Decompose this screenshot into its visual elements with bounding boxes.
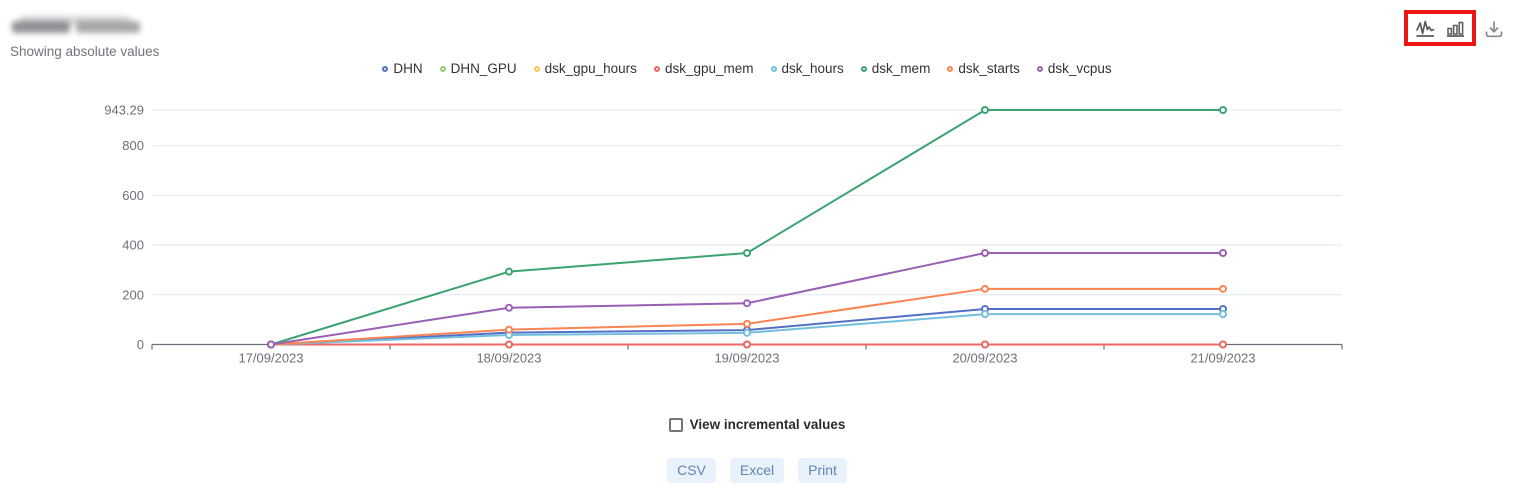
chart-toolbar	[1404, 10, 1505, 46]
legend-label: DHN_GPU	[450, 61, 517, 76]
data-point	[981, 284, 989, 293]
data-point	[981, 106, 989, 114]
svg-text:21/09/2023: 21/09/2023	[1190, 351, 1255, 366]
blur-blob	[12, 21, 70, 33]
legend-label: dsk_hours	[781, 61, 844, 76]
data-point	[981, 310, 989, 319]
data-point	[505, 340, 513, 349]
legend-marker-icon	[533, 65, 540, 72]
svg-text:400: 400	[122, 238, 144, 253]
excel-button[interactable]: Excel	[729, 458, 785, 483]
legend-item-dsk_starts[interactable]: dsk_starts	[947, 61, 1020, 76]
legend-marker-icon	[947, 65, 954, 72]
data-point	[981, 340, 989, 349]
legend-label: dsk_vcpus	[1047, 61, 1112, 76]
blur-blob	[20, 16, 130, 25]
bar-chart-icon	[1447, 21, 1464, 37]
legend-item-DHN_GPU[interactable]: DHN_GPU	[439, 61, 517, 76]
svg-text:19/09/2023: 19/09/2023	[714, 351, 779, 366]
svg-text:200: 200	[122, 287, 144, 302]
print-button[interactable]: Print	[798, 458, 847, 483]
legend-item-dsk_gpu_mem[interactable]: dsk_gpu_mem	[653, 61, 754, 76]
svg-text:18/09/2023: 18/09/2023	[476, 351, 541, 366]
legend-marker-icon	[1036, 65, 1043, 72]
subtitle: Showing absolute values	[10, 44, 160, 59]
data-point	[1219, 340, 1227, 349]
export-buttons: CSV Excel Print	[0, 458, 1514, 483]
svg-text:20/09/2023: 20/09/2023	[952, 351, 1017, 366]
data-point	[1219, 249, 1227, 258]
data-point	[743, 319, 751, 328]
legend-label: DHN	[393, 61, 423, 76]
series-dsk_mem	[267, 106, 1227, 349]
legend-item-dsk_gpu_hours[interactable]: dsk_gpu_hours	[533, 61, 637, 76]
data-point	[505, 325, 513, 334]
bar-chart-toggle-button[interactable]	[1446, 19, 1465, 38]
series-dsk_gpu_mem	[267, 340, 1227, 349]
data-point	[1219, 106, 1227, 114]
data-point	[743, 340, 751, 349]
y-axis-labels: 0 200 400 600 800 943.29	[104, 103, 144, 353]
incremental-checkbox[interactable]	[668, 417, 683, 432]
data-point	[1219, 284, 1227, 293]
blur-blob	[76, 21, 140, 33]
legend-marker-icon	[653, 65, 660, 72]
line-chart-toggle-button[interactable]	[1415, 19, 1436, 38]
legend-label: dsk_gpu_mem	[664, 61, 754, 76]
gridlines	[152, 109, 1342, 296]
incremental-checkbox-label: View incremental values	[689, 417, 846, 432]
line-chart-icon	[1416, 20, 1435, 37]
data-point	[505, 267, 513, 276]
legend-marker-icon	[382, 65, 389, 72]
legend-item-dsk_mem[interactable]: dsk_mem	[860, 61, 931, 76]
data-point	[1219, 310, 1227, 319]
data-point	[743, 249, 751, 258]
svg-text:943.29: 943.29	[104, 103, 144, 118]
data-point	[505, 303, 513, 312]
data-point	[981, 249, 989, 258]
legend-label: dsk_mem	[871, 61, 931, 76]
legend: DHN DHN_GPU dsk_gpu_hours dsk_gpu_mem dsk_ho…	[0, 61, 1494, 76]
download-button[interactable]	[1483, 19, 1505, 41]
data-point	[743, 328, 751, 337]
annotation-highlight-box	[1404, 10, 1476, 46]
series-dsk_vcpus	[267, 249, 1227, 349]
legend-label: dsk_starts	[958, 61, 1020, 76]
legend-marker-icon	[770, 65, 777, 72]
svg-text:600: 600	[122, 188, 144, 203]
download-icon	[1485, 21, 1503, 38]
svg-text:0: 0	[137, 337, 144, 352]
svg-text:800: 800	[122, 138, 144, 153]
x-axis-labels: 17/09/2023 18/09/2023 19/09/2023 20/09/2023…	[238, 351, 1255, 366]
legend-marker-icon	[439, 65, 446, 72]
legend-item-dsk_hours[interactable]: dsk_hours	[770, 61, 844, 76]
svg-text:17/09/2023: 17/09/2023	[238, 351, 303, 366]
data-point	[743, 299, 751, 308]
incremental-values-row: View incremental values	[0, 417, 1514, 432]
blurred-title	[10, 15, 145, 37]
csv-button[interactable]: CSV	[667, 458, 716, 483]
legend-item-DHN[interactable]: DHN	[382, 61, 423, 76]
data-point	[267, 340, 275, 349]
legend-label: dsk_gpu_hours	[544, 61, 637, 76]
legend-item-dsk_vcpus[interactable]: dsk_vcpus	[1036, 61, 1112, 76]
legend-marker-icon	[860, 65, 867, 72]
